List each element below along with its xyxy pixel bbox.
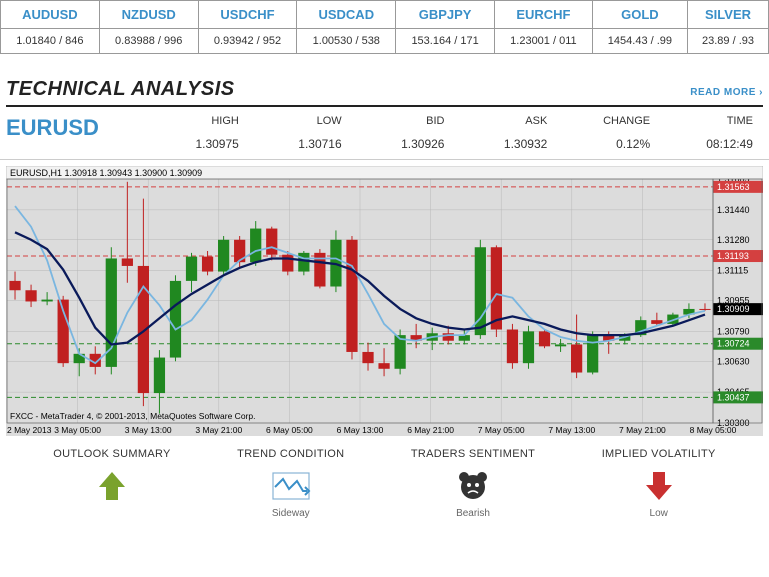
ticker-pair-label[interactable]: USDCHF bbox=[198, 1, 297, 29]
svg-text:1.31440: 1.31440 bbox=[717, 205, 750, 215]
ticker-pair-value: 1454.43 / .99 bbox=[592, 29, 687, 54]
ticker-pair-value: 0.93942 / 952 bbox=[198, 29, 297, 54]
summary-label: TRADERS SENTIMENT bbox=[411, 448, 535, 460]
metric-value: 1.30716 bbox=[259, 137, 342, 151]
metric: CHANGE0.12% bbox=[557, 115, 660, 151]
arrow-up-icon bbox=[53, 468, 170, 504]
ticker-pair-value: 1.23001 / 011 bbox=[494, 29, 592, 54]
metric-label: LOW bbox=[259, 115, 342, 137]
ticker-pair-value: 1.01840 / 846 bbox=[1, 29, 100, 54]
metric-value: 0.12% bbox=[567, 137, 650, 151]
ticker-pair-value: 23.89 / .93 bbox=[688, 29, 769, 54]
metric-label: CHANGE bbox=[567, 115, 650, 137]
summary-item: TREND CONDITION Sideway bbox=[237, 448, 344, 519]
ticker-pair-label[interactable]: GOLD bbox=[592, 1, 687, 29]
svg-text:8 May 05:00: 8 May 05:00 bbox=[690, 425, 737, 435]
read-more-link[interactable]: READ MORE › bbox=[690, 87, 763, 98]
svg-text:1.31193: 1.31193 bbox=[717, 251, 749, 261]
svg-text:3 May 05:00: 3 May 05:00 bbox=[54, 425, 101, 435]
ticker-pair-label[interactable]: GBPJPY bbox=[396, 1, 495, 29]
svg-text:6 May 13:00: 6 May 13:00 bbox=[337, 425, 384, 435]
svg-text:1.30630: 1.30630 bbox=[717, 356, 750, 366]
metric-label: BID bbox=[362, 115, 445, 137]
pair-symbol: EURUSD bbox=[6, 115, 146, 141]
metric: TIME08:12:49 bbox=[660, 115, 763, 151]
ticker-pair-value: 153.164 / 171 bbox=[396, 29, 495, 54]
metric-label: TIME bbox=[670, 115, 753, 137]
metric-value: 08:12:49 bbox=[670, 137, 753, 151]
svg-text:7 May 21:00: 7 May 21:00 bbox=[619, 425, 666, 435]
svg-text:6 May 21:00: 6 May 21:00 bbox=[407, 425, 454, 435]
summary-row: OUTLOOK SUMMARY TREND CONDITION Sideway TRA… bbox=[0, 436, 769, 531]
summary-sub: Sideway bbox=[237, 508, 344, 519]
metric: ASK1.30932 bbox=[454, 115, 557, 151]
svg-text:1.31563: 1.31563 bbox=[717, 182, 750, 192]
metric-value: 1.30975 bbox=[156, 137, 239, 151]
summary-sub: Low bbox=[602, 508, 716, 519]
arrow-down-icon bbox=[602, 468, 716, 504]
metric: BID1.30926 bbox=[352, 115, 455, 151]
svg-text:1.30724: 1.30724 bbox=[717, 339, 750, 349]
summary-item: TRADERS SENTIMENT Bearish bbox=[411, 448, 535, 519]
metric-label: ASK bbox=[464, 115, 547, 137]
summary-label: IMPLIED VOLATILITY bbox=[602, 448, 716, 460]
ticker-pair-label[interactable]: EURCHF bbox=[494, 1, 592, 29]
svg-text:1.30790: 1.30790 bbox=[717, 326, 750, 336]
summary-item: IMPLIED VOLATILITY Low bbox=[602, 448, 716, 519]
ticker-table: AUDUSDNZDUSDUSDCHFUSDCADGBPJPYEURCHFGOLD… bbox=[0, 0, 769, 54]
bear-icon bbox=[411, 468, 535, 504]
metric-label: HIGH bbox=[156, 115, 239, 137]
svg-text:1.30437: 1.30437 bbox=[717, 392, 750, 402]
section-title: TECHNICAL ANALYSIS bbox=[6, 78, 235, 101]
ticker-pair-label[interactable]: USDCAD bbox=[297, 1, 396, 29]
ticker-pair-label[interactable]: AUDUSD bbox=[1, 1, 100, 29]
ticker-pair-label[interactable]: SILVER bbox=[688, 1, 769, 29]
svg-text:3 May 13:00: 3 May 13:00 bbox=[125, 425, 172, 435]
summary-label: TREND CONDITION bbox=[237, 448, 344, 460]
summary-sub: Bearish bbox=[411, 508, 535, 519]
svg-text:EURUSD,H1 1.30918 1.30943 1.30: EURUSD,H1 1.30918 1.30943 1.30900 1.3090… bbox=[10, 168, 202, 178]
svg-text:7 May 13:00: 7 May 13:00 bbox=[548, 425, 595, 435]
ticker-pair-value: 1.00530 / 538 bbox=[297, 29, 396, 54]
candlestick-chart[interactable]: 1.316051.314401.312801.311151.309551.307… bbox=[6, 166, 763, 436]
summary-label: OUTLOOK SUMMARY bbox=[53, 448, 170, 460]
svg-text:1.31115: 1.31115 bbox=[717, 266, 748, 276]
svg-text:6 May 05:00: 6 May 05:00 bbox=[266, 425, 313, 435]
ticker-pair-label[interactable]: NZDUSD bbox=[99, 1, 198, 29]
sideway-zigzag-icon bbox=[237, 468, 344, 504]
svg-text:1.31280: 1.31280 bbox=[717, 235, 750, 245]
metrics-row: EURUSD HIGH1.30975LOW1.30716BID1.30926AS… bbox=[0, 107, 769, 160]
svg-text:7 May 05:00: 7 May 05:00 bbox=[478, 425, 525, 435]
svg-text:1.30909: 1.30909 bbox=[717, 304, 750, 314]
ticker-pair-value: 0.83988 / 996 bbox=[99, 29, 198, 54]
summary-item: OUTLOOK SUMMARY bbox=[53, 448, 170, 519]
metric-value: 1.30932 bbox=[464, 137, 547, 151]
svg-text:2 May 2013: 2 May 2013 bbox=[7, 425, 52, 435]
metric-value: 1.30926 bbox=[362, 137, 445, 151]
svg-text:FXCC - MetaTrader 4, © 2001-20: FXCC - MetaTrader 4, © 2001-2013, MetaQu… bbox=[10, 411, 255, 421]
metric: HIGH1.30975 bbox=[146, 115, 249, 151]
metric: LOW1.30716 bbox=[249, 115, 352, 151]
svg-text:3 May 21:00: 3 May 21:00 bbox=[195, 425, 242, 435]
